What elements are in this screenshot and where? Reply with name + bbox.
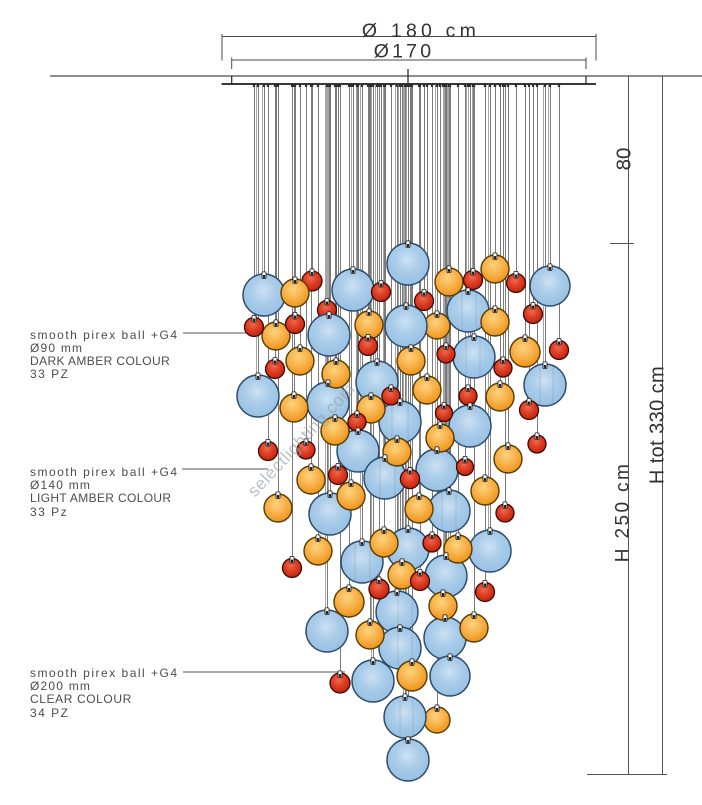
svg-text:smooth pirex ball +G4: smooth pirex ball +G4 <box>30 328 179 342</box>
svg-text:33 PZ: 33 PZ <box>30 367 70 381</box>
svg-text:Ø 180 cm: Ø 180 cm <box>362 20 480 42</box>
svg-text:34 PZ: 34 PZ <box>30 706 70 720</box>
svg-text:H tot 330 cm: H tot 330 cm <box>647 366 669 484</box>
svg-text:33 Pz: 33 Pz <box>30 505 68 519</box>
svg-text:smooth pirex ball +G4: smooth pirex ball +G4 <box>30 666 179 680</box>
svg-text:Ø90 mm: Ø90 mm <box>30 341 83 355</box>
svg-text:Ø200 mm: Ø200 mm <box>30 679 91 693</box>
svg-text:80: 80 <box>613 148 636 171</box>
svg-text:CLEAR COLOUR: CLEAR COLOUR <box>30 692 132 706</box>
svg-text:Ø170: Ø170 <box>374 41 435 63</box>
svg-text:LIGHT AMBER COLOUR: LIGHT AMBER COLOUR <box>30 491 171 505</box>
svg-text:Ø140 mm: Ø140 mm <box>30 478 91 492</box>
svg-text:DARK AMBER COLOUR: DARK AMBER COLOUR <box>30 354 170 368</box>
svg-text:smooth pirex ball +G4: smooth pirex ball +G4 <box>30 465 179 479</box>
svg-text:H 250 cm: H 250 cm <box>613 462 634 563</box>
